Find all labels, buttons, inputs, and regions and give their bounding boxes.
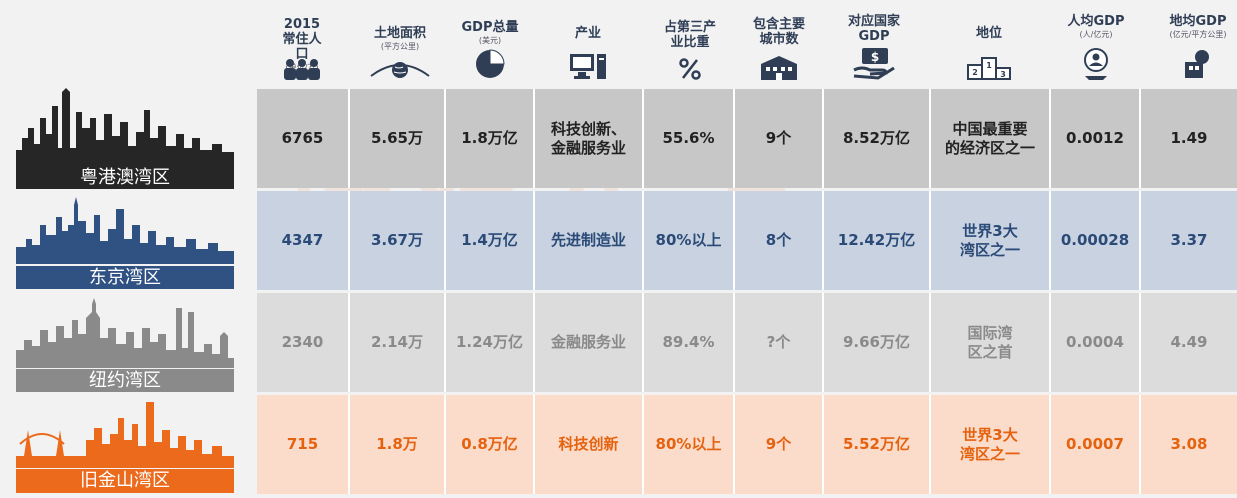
header-title: 对应国家GDP [847, 14, 900, 44]
cell-population: 6765 [257, 89, 350, 188]
cell-tertiary-share: 80%以上 [644, 191, 735, 290]
cell-gdp-per-capita: 0.00028 [1051, 191, 1141, 290]
header-gdp-per-land: 地均GDP (亿元/平方公里) [1160, 0, 1236, 88]
header-title: 产业 [574, 26, 601, 41]
cell-status: 世界3大 湾区之一 [931, 395, 1051, 494]
skyline-guangdong-hongkong-macau [16, 88, 234, 166]
people-icon [284, 59, 320, 80]
skyline-tokyo [16, 195, 234, 264]
cell-gdp-total: 1.24万亿 [446, 293, 535, 392]
table-row-san-francisco: 715 1.8万 0.8万亿 科技创新 80%以上 9个 5.52万亿 世界3大… [257, 395, 1237, 494]
cell-gdp-total: 1.4万亿 [446, 191, 535, 290]
cell-gdp-per-land: 4.49 [1170, 333, 1208, 351]
header-sub: (单位/万) [285, 63, 319, 72]
percent-icon [679, 58, 701, 80]
svg-text:1: 1 [986, 61, 992, 70]
table-row-tokyo: 4347 3.67万 1.4万亿 先进制造业 80%以上 8个 12.42万亿 … [257, 191, 1237, 290]
cell-city-count: 9个 [735, 89, 824, 188]
cell-industry: 科技创新 [535, 395, 644, 494]
header-title: GDP总量 [461, 20, 519, 35]
header-sub: (人/亿元) [1079, 30, 1113, 39]
bay-label-new-york: 纽约湾区 [16, 369, 234, 392]
table-row-new-york: 2340 2.14万 1.24万亿 金融服务业 89.4% ?个 9.66万亿 … [257, 293, 1237, 392]
cell-gdp-total: 0.8万亿 [446, 395, 535, 494]
cell-industry: 先进制造业 [535, 191, 644, 290]
header-sub: (平方公里) [380, 42, 420, 51]
computer-icon [570, 54, 606, 79]
cell-gdp-per-capita: 0.0012 [1051, 89, 1141, 188]
cell-status: 国际湾 区之首 [931, 293, 1051, 392]
cell-population: 715 [257, 395, 350, 494]
table-header: 2015常住人口 (单位/万) 土地面积 (平方公里) GDP总量 (美元) 产… [0, 0, 1237, 88]
cell-population: 2340 [257, 293, 350, 392]
cell-population: 4347 [257, 191, 350, 290]
cell-city-count: ?个 [735, 293, 824, 392]
globe-icon [370, 62, 430, 78]
cell-gdp-per-land: 3.08 [1170, 435, 1208, 453]
header-city-count: 包含主要城市数 [748, 0, 810, 88]
cell-national-gdp: 5.52万亿 [824, 395, 931, 494]
header-title: 包含主要城市数 [752, 17, 805, 47]
cell-national-gdp: 8.52万亿 [824, 89, 931, 188]
person-coin-icon [1084, 48, 1108, 80]
cell-industry: 科技创新、 金融服务业 [535, 89, 644, 188]
cell-city-count: 8个 [735, 191, 824, 290]
header-title: 人均GDP [1067, 14, 1125, 29]
city-building-icon [761, 56, 797, 80]
bay-label-guangdong-hongkong-macau: 粤港澳湾区 [16, 166, 234, 189]
cell-land-area: 1.8万 [350, 395, 446, 494]
bay-label-san-francisco: 旧金山湾区 [16, 469, 234, 493]
land-coin-icon [1185, 50, 1209, 78]
svg-text:$: $ [871, 50, 879, 64]
skyline-san-francisco [16, 400, 234, 468]
cell-gdp-total: 1.8万亿 [446, 89, 535, 188]
header-title: 2015常住人口 [282, 17, 322, 62]
cell-status: 中国最重要 的经济区之一 [931, 89, 1051, 188]
header-sub: (亿元/平方公里) [1169, 30, 1227, 39]
cell-national-gdp: 9.66万亿 [824, 293, 931, 392]
svg-text:2: 2 [972, 68, 978, 77]
header-title: 占第三产业比重 [663, 20, 716, 50]
header-gdp-per-capita: 人均GDP (人/亿元) [1060, 0, 1132, 88]
header-population: 2015常住人口 (单位/万) [272, 0, 332, 88]
cell-status: 世界3大 湾区之一 [931, 191, 1051, 290]
cell-tertiary-share: 80%以上 [644, 395, 735, 494]
bay-label-tokyo: 东京湾区 [16, 266, 234, 289]
cell-national-gdp: 12.42万亿 [824, 191, 931, 290]
skyline-image [16, 298, 234, 368]
table-row-guangdong-hongkong-macau: 6765 5.65万 1.8万亿 科技创新、 金融服务业 55.6% 9个 8.… [257, 89, 1237, 188]
header-title: 地均GDP [1169, 14, 1227, 29]
header-sub: (美元) [478, 36, 502, 45]
skyline-image [16, 197, 234, 264]
skyline-image [16, 402, 234, 468]
header-title: 土地面积 [373, 26, 426, 41]
cell-land-area: 2.14万 [350, 293, 446, 392]
pie-chart-icon [476, 49, 505, 78]
header-gdp: GDP总量 (美元) [455, 0, 525, 88]
skyline-new-york [16, 298, 234, 368]
cell-gdp-per-land: 3.37 [1170, 231, 1208, 249]
cell-gdp-per-land: 1.49 [1170, 129, 1208, 147]
podium-icon: 213 [967, 57, 1011, 80]
svg-text:3: 3 [1000, 70, 1006, 79]
cell-industry: 金融服务业 [535, 293, 644, 392]
money-hand-icon: $ [853, 48, 895, 80]
cell-gdp-per-capita: 0.0004 [1051, 293, 1141, 392]
skyline-image [16, 88, 234, 166]
header-industry: 产业 [558, 0, 618, 88]
cell-tertiary-share: 55.6% [644, 89, 735, 188]
header-area: 土地面积 (平方公里) [362, 0, 438, 88]
cell-land-area: 5.65万 [350, 89, 446, 188]
header-tertiary-share: 占第三产业比重 [655, 0, 725, 88]
cell-land-area: 3.67万 [350, 191, 446, 290]
cell-tertiary-share: 89.4% [644, 293, 735, 392]
header-title: 地位 [975, 26, 1002, 41]
header-national-gdp: 对应国家GDP $ [838, 0, 910, 88]
cell-gdp-per-capita: 0.0007 [1051, 395, 1141, 494]
cell-city-count: 9个 [735, 395, 824, 494]
